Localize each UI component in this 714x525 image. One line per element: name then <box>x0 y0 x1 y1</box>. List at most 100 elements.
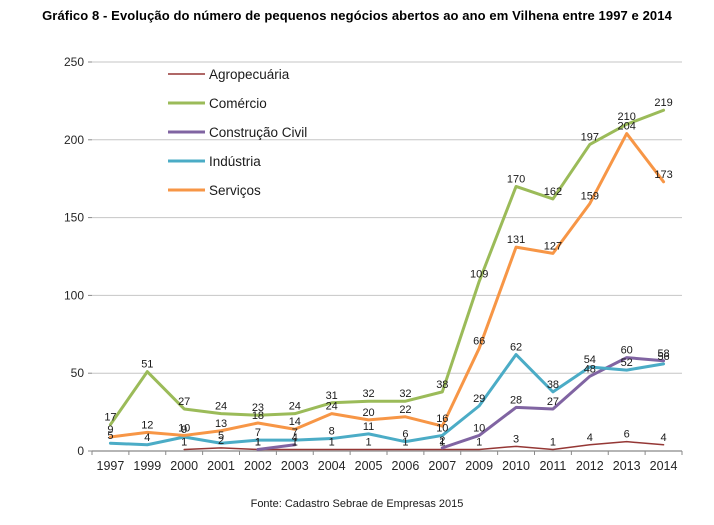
data-label-comercio: 109 <box>470 268 488 280</box>
data-label-servicos: 10 <box>178 422 190 434</box>
x-axis-label: 1997 <box>97 459 125 473</box>
data-label-agropecuaria: 1 <box>402 436 408 448</box>
data-label-agropecuaria: 1 <box>550 436 556 448</box>
y-axis-label: 150 <box>64 211 84 225</box>
legend-item-comercio: Comércio <box>168 96 267 111</box>
x-axis-label: 2009 <box>465 459 493 473</box>
x-axis-label: 2002 <box>244 459 272 473</box>
data-label-industria: 11 <box>363 421 374 433</box>
x-axis-label: 1999 <box>133 459 161 473</box>
data-label-comercio: 170 <box>507 173 525 185</box>
data-label-construcao-civil: 48 <box>584 363 596 375</box>
data-label-servicos: 66 <box>473 335 485 347</box>
data-label-servicos: 204 <box>618 121 636 133</box>
series-line-comercio <box>108 108 666 427</box>
data-label-agropecuaria: 4 <box>587 432 593 444</box>
x-axis-label: 2001 <box>207 459 235 473</box>
legend-item-agropecuaria: Agropecuária <box>168 67 290 82</box>
x-axis-label: 2007 <box>428 459 456 473</box>
data-label-agropecuaria: 1 <box>476 436 482 448</box>
data-label-agropecuaria: 1 <box>439 436 445 448</box>
data-label-construcao-civil: 1 <box>255 436 261 448</box>
y-axis-label: 250 <box>64 55 84 69</box>
series-line-construcao-civil <box>256 443 297 451</box>
data-label-comercio: 219 <box>654 97 672 109</box>
data-label-agropecuaria: 4 <box>661 432 667 444</box>
y-axis-label: 100 <box>64 288 84 302</box>
legend-label-industria: Indústria <box>209 154 261 169</box>
data-label-industria: 62 <box>510 342 522 354</box>
x-axis-label: 2013 <box>613 459 641 473</box>
data-label-agropecuaria: 3 <box>513 433 519 445</box>
data-label-servicos: 14 <box>289 416 301 428</box>
source-note: Fonte: Cadastro Sebrae de Empresas 2015 <box>250 498 464 510</box>
series-line-construcao-civil <box>440 356 666 450</box>
data-label-servicos: 20 <box>362 407 374 419</box>
data-label-comercio: 210 <box>618 111 636 123</box>
data-label-servicos: 12 <box>141 419 153 431</box>
data-label-comercio: 23 <box>252 402 264 414</box>
x-axis-label: 2004 <box>318 459 346 473</box>
data-label-servicos: 24 <box>326 401 338 413</box>
data-label-industria: 7 <box>255 427 261 439</box>
data-label-servicos: 131 <box>507 234 525 246</box>
legend-item-construcao-civil: Construção Civil <box>168 125 307 140</box>
data-label-industria: 5 <box>218 430 224 442</box>
data-label-industria: 10 <box>436 422 448 434</box>
data-label-comercio: 32 <box>399 388 411 400</box>
y-axis-label: 0 <box>77 444 84 458</box>
data-label-industria: 52 <box>621 357 633 369</box>
data-label-industria: 5 <box>107 430 113 442</box>
data-label-construcao-civil: 27 <box>547 396 559 408</box>
legend-label-servicos: Serviços <box>209 183 261 198</box>
data-label-industria: 8 <box>329 426 335 438</box>
x-axis-label: 2012 <box>576 459 604 473</box>
data-label-servicos: 13 <box>215 418 227 430</box>
data-label-agropecuaria: 1 <box>181 436 187 448</box>
data-label-industria: 9 <box>181 424 187 436</box>
x-axis-label: 2014 <box>650 459 678 473</box>
y-axis-label: 50 <box>71 366 85 380</box>
data-label-agropecuaria: 1 <box>292 436 298 448</box>
data-label-construcao-civil: 60 <box>621 345 633 357</box>
data-label-servicos: 127 <box>544 240 562 252</box>
data-label-comercio: 27 <box>178 396 190 408</box>
data-label-industria: 4 <box>144 432 150 444</box>
data-label-comercio: 38 <box>436 379 448 391</box>
data-label-agropecuaria: 1 <box>366 436 372 448</box>
x-axis-label: 2006 <box>392 459 420 473</box>
data-label-construcao-civil: 10 <box>473 422 485 434</box>
data-label-industria: 38 <box>547 379 559 391</box>
data-label-comercio: 197 <box>581 131 599 143</box>
legend-label-construcao-civil: Construção Civil <box>209 125 307 140</box>
data-label-servicos: 159 <box>581 191 599 203</box>
data-label-agropecuaria: 2 <box>218 435 224 447</box>
data-label-comercio: 24 <box>289 401 301 413</box>
x-axis-label: 2010 <box>502 459 530 473</box>
x-axis-label: 2005 <box>355 459 383 473</box>
data-label-agropecuaria: 1 <box>255 436 261 448</box>
data-label-comercio: 32 <box>362 388 374 400</box>
legend-item-servicos: Serviços <box>168 183 261 198</box>
x-axis-label: 2000 <box>170 459 198 473</box>
chart-title: Gráfico 8 - Evolução do número de pequen… <box>42 8 672 23</box>
x-axis-label: 2003 <box>281 459 309 473</box>
legend-item-industria: Indústria <box>168 154 261 169</box>
data-label-industria: 54 <box>584 354 596 366</box>
legend-label-agropecuaria: Agropecuária <box>209 67 290 82</box>
data-label-comercio: 24 <box>215 401 227 413</box>
data-label-industria: 56 <box>657 351 669 363</box>
data-label-industria: 7 <box>292 427 298 439</box>
series-line-industria <box>108 353 666 447</box>
data-label-servicos: 16 <box>436 413 448 425</box>
data-label-comercio: 51 <box>141 359 153 371</box>
data-label-industria: 6 <box>402 429 408 441</box>
data-label-agropecuaria: 1 <box>329 436 335 448</box>
data-label-construcao-civil: 4 <box>292 432 298 444</box>
data-label-servicos: 22 <box>399 404 411 416</box>
data-label-construcao-civil: 28 <box>510 394 522 406</box>
series-line-servicos <box>108 132 666 439</box>
x-axis-label: 2011 <box>539 459 566 473</box>
data-label-construcao-civil: 58 <box>657 348 669 360</box>
